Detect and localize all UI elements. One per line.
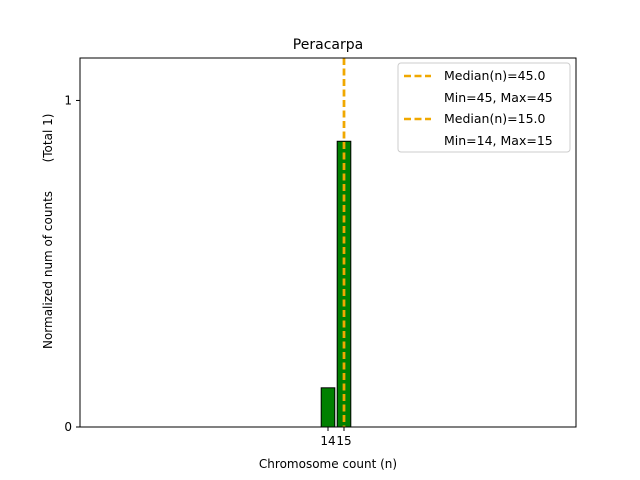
legend-frame	[397, 62, 571, 153]
bar-14	[320, 387, 336, 428]
y-tick-label-1: 1	[64, 93, 72, 107]
legend-entry-range-2: Min=14, Max=15	[444, 133, 553, 148]
legend-entry-median-2: Median(n)=15.0	[444, 111, 545, 126]
legend-entry-median-1: Median(n)=45.0	[444, 68, 545, 83]
x-tick-label-15: 15	[336, 434, 351, 448]
x-axis-label: Chromosome count (n)	[259, 457, 397, 471]
y-axis-label-note: (Total 1)	[41, 114, 55, 163]
x-tick-label-14: 14	[320, 434, 335, 448]
ticks-layer: 14 15 0 1	[64, 93, 351, 448]
bars-layer	[320, 140, 352, 428]
legend: Median(n)=45.0 Min=45, Max=45 Median(n)=…	[397, 62, 571, 153]
y-axis-label: Normalized num of counts	[41, 191, 55, 349]
legend-entry-range-1: Min=45, Max=45	[444, 90, 553, 105]
chart-title: Peracarpa	[293, 37, 363, 53]
y-tick-label-0: 0	[64, 420, 72, 434]
